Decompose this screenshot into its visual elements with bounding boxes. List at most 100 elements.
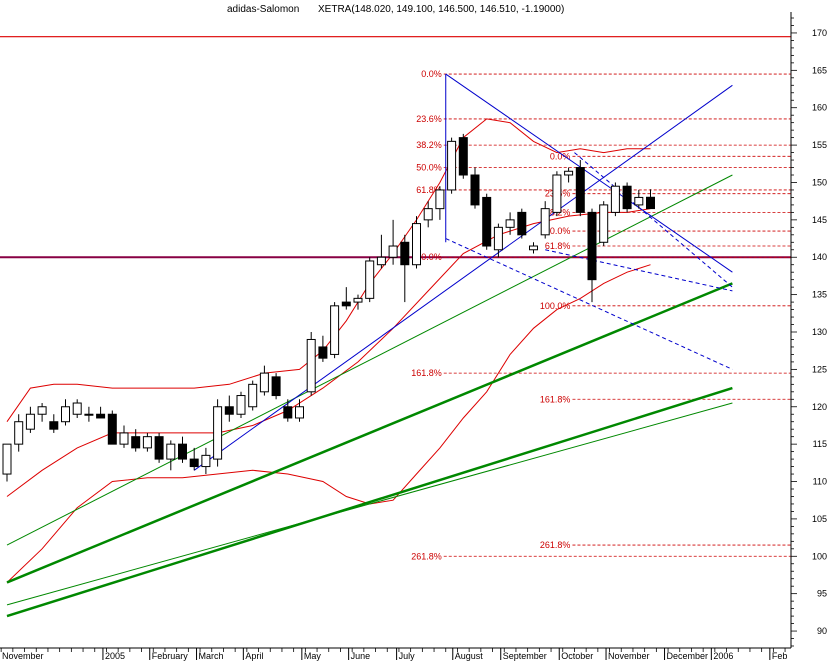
- fib-level-label: 161.8%: [411, 368, 442, 378]
- candle: [248, 380, 258, 411]
- candle-body: [388, 245, 398, 258]
- x-tick-label: April: [245, 651, 263, 661]
- candle: [482, 193, 492, 250]
- candle: [213, 399, 223, 467]
- candle-body: [376, 256, 386, 266]
- chart-subtitle: XETRA(148.020, 149.100, 146.500, 146.510…: [318, 4, 564, 15]
- candle-body: [306, 338, 316, 393]
- candle: [599, 201, 609, 247]
- candle: [505, 212, 515, 235]
- candle-body: [96, 413, 106, 419]
- trend-line: [574, 152, 733, 288]
- y-tick-label: 120: [812, 402, 827, 412]
- candle-body: [166, 443, 176, 460]
- x-tick-label: November: [608, 651, 650, 661]
- fib-level-label: 50.0%: [545, 226, 571, 236]
- x-tick-label: August: [455, 651, 484, 661]
- candle-body: [84, 413, 94, 416]
- candle-body: [236, 395, 246, 415]
- candle: [564, 167, 574, 183]
- candle: [295, 399, 304, 422]
- candle-body: [529, 245, 538, 251]
- candle-body: [201, 454, 211, 468]
- candle: [25, 406, 35, 433]
- candle-body: [423, 208, 433, 221]
- candle: [447, 137, 457, 194]
- fibonacci-levels: 0.0% 23.6% 38.2% 50.0% 61.8% 100.0% 161.8% 261.…: [411, 69, 791, 561]
- candle-body: [458, 137, 468, 176]
- candle: [493, 223, 503, 258]
- candle-body: [61, 406, 70, 423]
- candle: [259, 365, 269, 396]
- candle-body: [330, 305, 340, 355]
- trend-line: [6, 174, 733, 546]
- trend-line: [545, 249, 733, 292]
- candle: [201, 447, 211, 475]
- x-tick-label: November: [2, 651, 44, 661]
- candle: [587, 208, 597, 303]
- candle: [224, 395, 234, 422]
- candle-body: [353, 297, 363, 303]
- candle-body: [14, 421, 24, 445]
- y-tick-label: 105: [812, 514, 827, 524]
- candle-body: [295, 406, 304, 419]
- candle-body: [634, 196, 644, 206]
- candle: [552, 171, 562, 217]
- candle-body: [131, 436, 141, 449]
- candle: [575, 160, 585, 217]
- bollinger-upper-band: [6, 118, 651, 422]
- horizontal-lines: [0, 36, 791, 259]
- candle: [529, 242, 538, 254]
- fib-level-label: 23.6%: [416, 114, 442, 124]
- candle-body: [564, 170, 574, 176]
- candle: [423, 201, 433, 228]
- x-tick-label: February: [152, 651, 189, 661]
- candle-body: [517, 211, 527, 236]
- trend-line: [445, 73, 733, 273]
- candle: [61, 399, 70, 426]
- candle: [634, 189, 644, 209]
- candle: [646, 189, 655, 210]
- x-tick-label: 2006: [713, 651, 733, 661]
- candle: [341, 287, 351, 310]
- candle-body: [25, 413, 35, 430]
- y-tick-label: 100: [812, 551, 827, 561]
- candle: [610, 182, 620, 217]
- candle: [470, 167, 480, 209]
- candle-body: [447, 140, 457, 191]
- y-tick-label: 150: [812, 177, 827, 187]
- y-tick-label: 135: [812, 290, 827, 300]
- candle: [306, 332, 316, 396]
- candle: [271, 373, 281, 400]
- candle-body: [142, 436, 152, 449]
- fib-level-label: 50.0%: [416, 163, 442, 173]
- candle-body: [72, 402, 82, 415]
- y-tick-label: 155: [812, 140, 827, 150]
- fib-level-label: 38.2%: [416, 140, 442, 150]
- fib-level-label: 161.8%: [540, 394, 571, 404]
- y-tick-label: 115: [813, 439, 827, 449]
- candle: [2, 443, 12, 482]
- candle: [622, 182, 632, 213]
- x-tick-label: March: [199, 651, 224, 661]
- candle-body: [271, 376, 281, 397]
- fib-level-label: 261.8%: [411, 551, 442, 561]
- candle: [72, 399, 82, 418]
- candle: [84, 406, 94, 422]
- trend-line: [6, 402, 733, 606]
- candle-body: [412, 223, 421, 266]
- x-tick-label: October: [561, 651, 593, 661]
- trend-line: [6, 386, 733, 618]
- candle-body: [540, 208, 550, 236]
- candle-body: [248, 383, 258, 408]
- candle: [189, 447, 199, 471]
- y-tick-label: 140: [812, 252, 827, 262]
- candle-body: [224, 406, 234, 415]
- candle-body: [646, 196, 655, 210]
- candle-body: [259, 372, 269, 393]
- candle-body: [482, 196, 492, 247]
- candle-body: [37, 406, 47, 415]
- candle: [14, 414, 24, 452]
- candle-body: [154, 436, 164, 460]
